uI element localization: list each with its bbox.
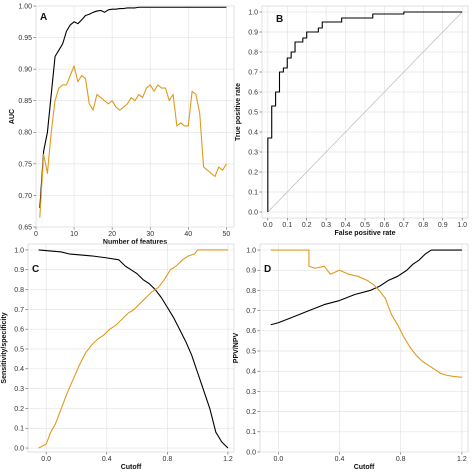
y-tick-label: 0.9	[248, 29, 258, 36]
series-line-orange	[270, 249, 462, 378]
panel-b: 0.0 0.1 0.2 0.3 0.4 0.5 0.6 0.7 0.8 0.9 1.0 0.0 0.1 0…	[235, 5, 469, 237]
panel-label: A	[40, 12, 47, 23]
x-tick-label: 40	[184, 231, 192, 238]
y-tick-label: 0.9	[246, 268, 256, 275]
x-tick-label: 0.3	[321, 222, 331, 229]
y-tick-label: 0.75	[18, 161, 32, 168]
y-axis-label: AUC	[9, 109, 16, 124]
y-tick-label: 0.0	[248, 209, 258, 216]
y-tick-label: 0.4	[248, 129, 258, 136]
x-tick-label: 0.8	[162, 456, 172, 463]
x-tick-label: 0.0	[41, 456, 51, 463]
x-tick-label: 30	[146, 231, 154, 238]
series-line-orange	[39, 65, 227, 218]
y-tick-label: 1.0	[14, 247, 24, 254]
x-tick-label: 1.0	[457, 222, 467, 229]
plot-frame	[259, 243, 469, 453]
y-tick-label: 0.6	[248, 89, 258, 96]
y-tick-label: 0.7	[246, 308, 256, 315]
series-line-black	[38, 249, 229, 449]
y-tick-label: 0.2	[14, 406, 24, 413]
y-tick-label: 0.8	[14, 287, 24, 294]
series-line-orange	[38, 249, 228, 449]
x-tick-label: 0.6	[380, 222, 390, 229]
series-line-black	[270, 249, 462, 326]
x-tick-label: 50	[222, 231, 230, 238]
series-line-black	[39, 6, 227, 209]
plot-frame	[35, 5, 235, 228]
y-tick-label: 0.7	[14, 307, 24, 314]
panel-d: 0.0 0.4 0.8 1.2 0.0 0.1 0.2 0.3 0.4 0.5 0.6 0.7 0.8 0…	[233, 243, 469, 471]
y-tick-label: 0.90	[18, 67, 32, 74]
y-tick-label: 0.70	[18, 193, 32, 200]
y-tick-label: 0.8	[248, 49, 258, 56]
x-tick-label: 0.0	[263, 222, 273, 229]
panel-c: 0.0 0.4 0.8 1.2 0.0 0.1 0.2 0.3 0.4 0.5 0.6 0.7 0.8 0…	[1, 243, 235, 471]
x-axis-label: Number of features	[103, 239, 167, 246]
y-tick-label: 0.85	[18, 98, 32, 105]
y-tick-label: 0.1	[248, 189, 258, 196]
y-tick-label: 0.5	[14, 346, 24, 353]
x-tick-label: 20	[108, 231, 116, 238]
y-tick-label: 0.7	[248, 69, 258, 76]
x-tick-label: 10	[70, 231, 78, 238]
x-tick-label: 0.9	[438, 222, 448, 229]
panel-label: B	[276, 14, 283, 25]
y-tick-label: 0.6	[14, 327, 24, 334]
y-tick-label: 0.3	[246, 389, 256, 396]
panel-label: D	[264, 264, 271, 275]
y-tick-label: 0.80	[18, 130, 32, 137]
x-tick-label: 1.2	[223, 456, 233, 463]
x-tick-label: 0.0	[273, 456, 283, 463]
y-axis-label: True positive rate	[235, 83, 242, 141]
y-tick-label: 0.4	[246, 369, 256, 376]
x-tick-label: 0.4	[335, 456, 345, 463]
y-tick-label: 0.8	[246, 288, 256, 295]
y-tick-label: 0.1	[14, 426, 24, 433]
panel-label: C	[32, 264, 39, 275]
y-tick-label: 0.3	[248, 149, 258, 156]
y-tick-label: 0.0	[246, 449, 256, 456]
y-tick-label: 1.0	[248, 9, 258, 16]
x-axis-label: Cutoff	[354, 464, 375, 471]
y-tick-label: 0.2	[246, 409, 256, 416]
x-tick-label: 0.2	[302, 222, 312, 229]
x-tick-label: 0.4	[341, 222, 351, 229]
x-tick-label: 0.8	[418, 222, 428, 229]
x-tick-label: 0.8	[396, 456, 406, 463]
y-tick-label: 1.0	[246, 247, 256, 254]
y-tick-label: 0.0	[14, 445, 24, 452]
x-tick-label: 0.4	[102, 456, 112, 463]
y-tick-label: 0.2	[248, 169, 258, 176]
x-tick-label: 1.2	[457, 456, 467, 463]
series-line-black	[267, 11, 463, 212]
y-tick-label: 0.65	[18, 224, 32, 231]
y-tick-label: 0.95	[18, 35, 32, 42]
y-tick-label: 0.5	[246, 348, 256, 355]
y-tick-label: 1.00	[18, 3, 32, 10]
x-axis-label: Cutoff	[121, 464, 142, 471]
x-tick-label: 0.7	[399, 222, 409, 229]
y-axis-label: Sensitivity/specificity	[1, 312, 8, 383]
x-axis-label: False positive rate	[334, 230, 395, 237]
y-tick-label: 0.3	[14, 386, 24, 393]
x-tick-label: 0.1	[282, 222, 292, 229]
y-axis-label: PPV/NPV	[233, 333, 240, 364]
y-tick-label: 0.9	[14, 267, 24, 274]
panel-a: 0 10 20 30 40 50 0.65 0.70 0.75 0.80 0.85 0.90 0.95 1…	[9, 3, 235, 246]
y-tick-label: 0.5	[248, 109, 258, 116]
plot-frame	[27, 243, 235, 453]
y-tick-label: 0.4	[14, 366, 24, 373]
y-tick-label: 0.6	[246, 328, 256, 335]
y-tick-label: 0.1	[246, 429, 256, 436]
x-tick-label: 0	[34, 231, 38, 238]
reference-diagonal	[267, 11, 463, 213]
x-tick-label: 0.5	[360, 222, 370, 229]
